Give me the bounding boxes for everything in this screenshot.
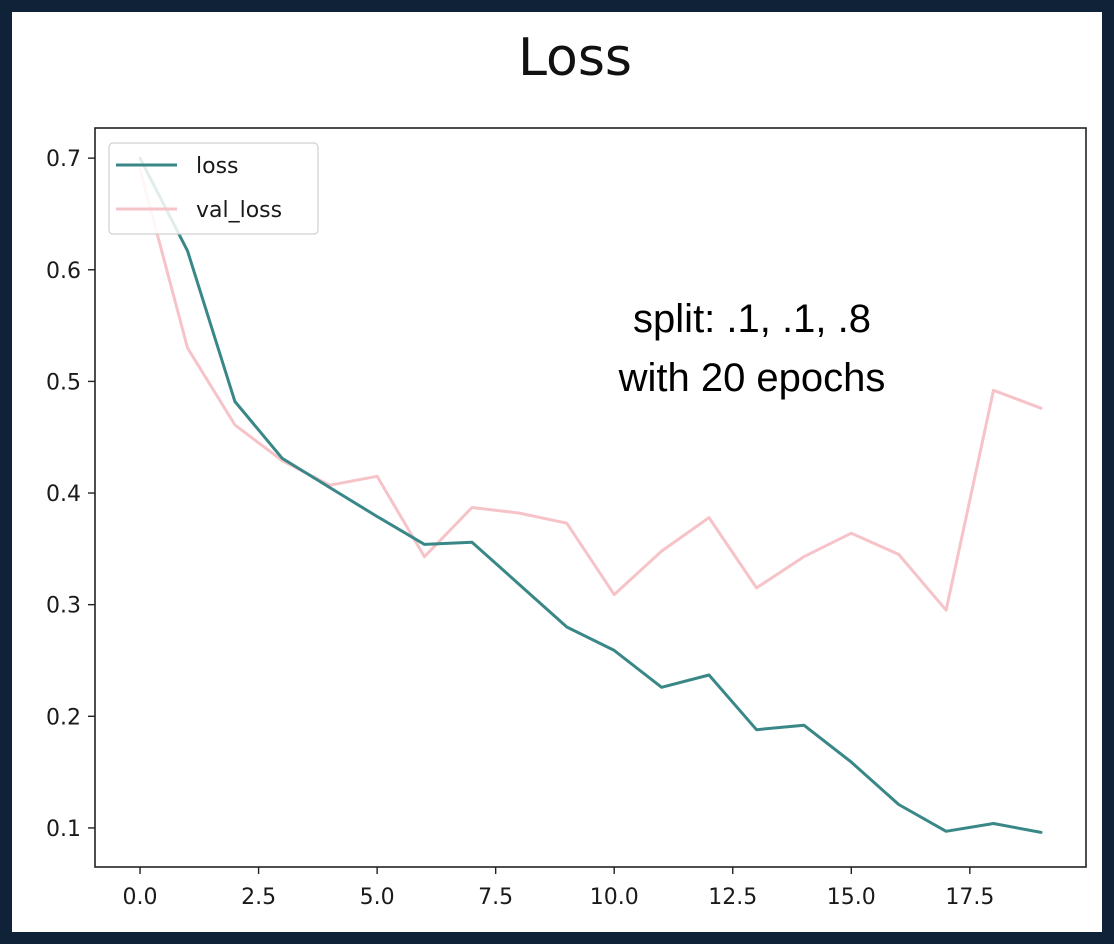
- series-lines: [138, 156, 1043, 834]
- annotation-line-2: with 20 epochs: [618, 356, 886, 400]
- legend: loss val_loss: [108, 142, 319, 235]
- y-axis: 0.1 0.2 0.3 0.4 0.5 0.6 0.7: [46, 147, 95, 842]
- x-tick-label: 7.5: [478, 885, 513, 910]
- x-tick-label: 12.5: [708, 885, 757, 910]
- x-axis: 0.0 2.5 5.0 7.5 10.0 12.5 15.0 17.5: [123, 867, 994, 910]
- series-line-loss: [138, 156, 1043, 834]
- plot-area: [94, 127, 1087, 868]
- x-tick-label: 10.0: [590, 885, 639, 910]
- x-tick-label: 0.0: [123, 885, 158, 910]
- x-tick-label: 15.0: [827, 885, 876, 910]
- chart-title: Loss: [518, 28, 632, 88]
- y-tick-label: 0.5: [46, 370, 81, 395]
- x-tick-label: 17.5: [945, 885, 994, 910]
- x-tick-label: 5.0: [360, 885, 395, 910]
- y-tick-label: 0.6: [46, 259, 81, 284]
- y-tick-label: 0.4: [46, 482, 81, 507]
- annotation-line-1: split: .1, .1, .8: [633, 297, 871, 341]
- y-tick-label: 0.3: [46, 594, 81, 619]
- y-tick-label: 0.7: [46, 147, 81, 172]
- legend-label-val-loss: val_loss: [196, 198, 282, 223]
- x-tick-label: 2.5: [241, 885, 276, 910]
- legend-label-loss: loss: [196, 154, 239, 179]
- y-tick-label: 0.2: [46, 705, 81, 730]
- y-tick-label: 0.1: [46, 817, 81, 842]
